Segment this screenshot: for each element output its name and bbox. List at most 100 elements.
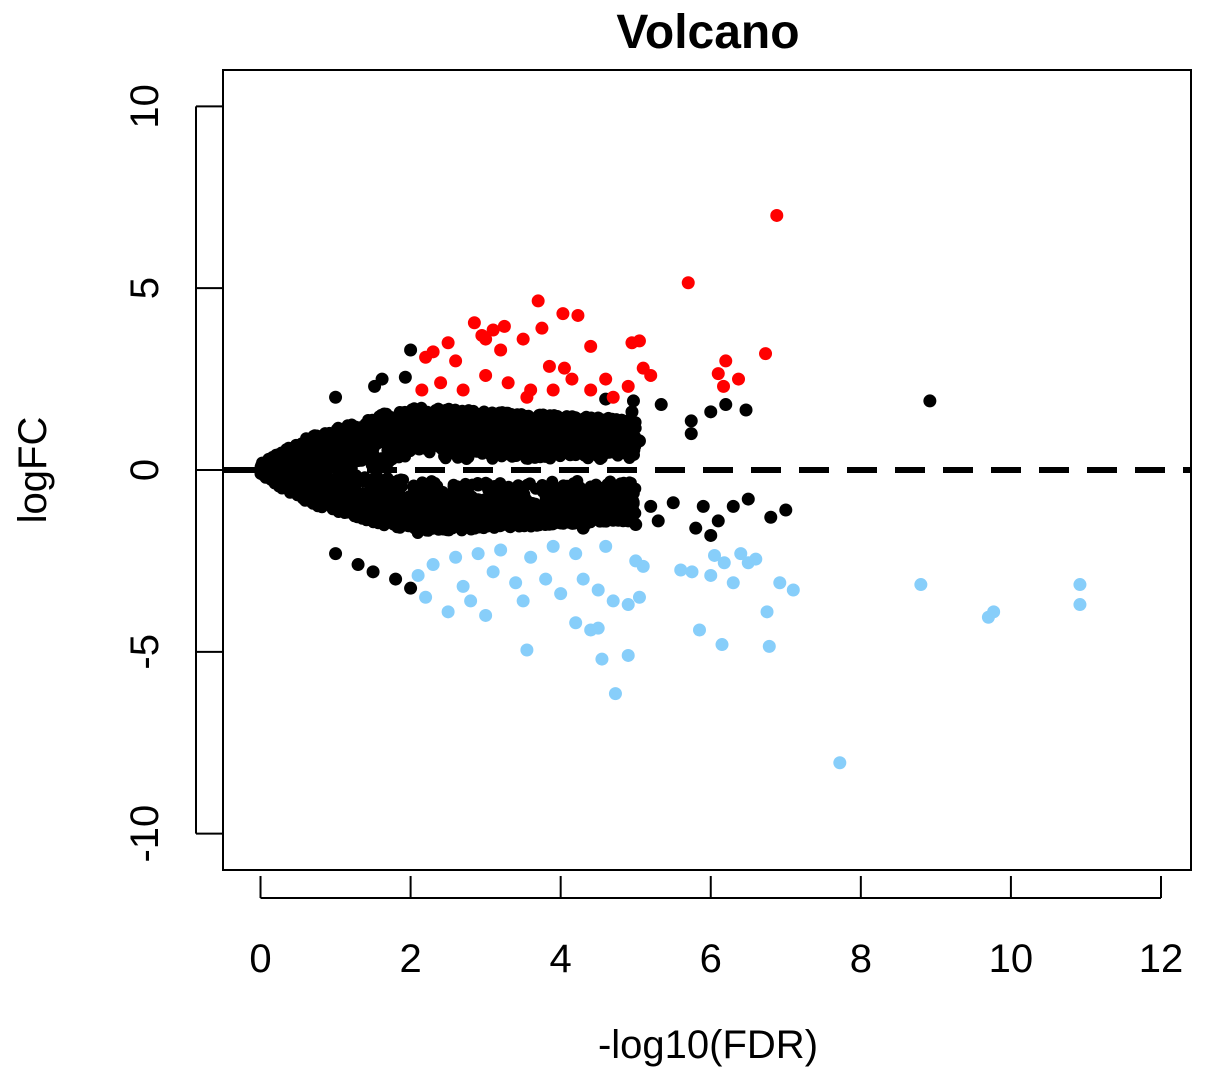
data-point xyxy=(711,367,725,381)
data-point xyxy=(516,332,530,346)
x-tick-label: 12 xyxy=(1139,937,1184,981)
data-point xyxy=(419,350,433,364)
data-point xyxy=(571,308,585,322)
data-point xyxy=(666,496,680,510)
data-point xyxy=(591,621,605,635)
data-point xyxy=(368,379,382,393)
points-layer xyxy=(329,208,1087,770)
data-point xyxy=(608,687,622,701)
data-point xyxy=(479,368,493,382)
data-point xyxy=(404,343,418,357)
data-point xyxy=(584,383,598,397)
data-point xyxy=(554,587,568,601)
x-tick-label: 6 xyxy=(700,937,722,981)
data-point xyxy=(366,565,380,579)
data-point xyxy=(593,430,607,444)
data-point xyxy=(923,394,937,408)
data-point xyxy=(546,383,560,397)
data-point xyxy=(681,276,695,290)
data-point xyxy=(464,594,478,608)
data-point xyxy=(719,354,733,368)
data-point xyxy=(426,558,440,572)
data-point xyxy=(456,579,470,593)
data-point xyxy=(762,639,776,653)
data-point xyxy=(411,568,425,582)
data-point xyxy=(749,552,763,566)
y-tick-label: 0 xyxy=(123,459,167,481)
data-point xyxy=(556,307,570,321)
data-point xyxy=(479,608,493,622)
data-point xyxy=(441,605,455,619)
y-tick-label: -10 xyxy=(123,805,167,863)
data-point xyxy=(569,547,583,561)
data-point xyxy=(516,594,530,608)
data-point xyxy=(759,347,773,361)
data-point xyxy=(715,638,729,652)
x-axis: 0 2 4 6 8 10 12 xyxy=(249,876,1183,981)
data-point xyxy=(651,514,665,528)
data-point xyxy=(542,359,556,373)
data-point xyxy=(708,548,722,562)
data-point xyxy=(599,539,613,553)
data-point xyxy=(632,334,646,348)
data-point xyxy=(760,605,774,619)
y-tick-label: 5 xyxy=(123,277,167,299)
data-point xyxy=(786,583,800,597)
data-point xyxy=(606,594,620,608)
data-point xyxy=(531,294,545,308)
data-point xyxy=(773,576,787,590)
data-point xyxy=(621,514,635,528)
plot-box xyxy=(222,69,1192,871)
x-tick-label: 8 xyxy=(850,937,872,981)
data-point xyxy=(509,576,523,590)
data-point xyxy=(486,565,500,579)
data-point xyxy=(398,370,412,384)
data-point xyxy=(520,643,534,657)
data-point xyxy=(576,572,590,586)
data-point xyxy=(606,390,620,404)
data-point xyxy=(734,547,748,561)
y-axis-label: logFC xyxy=(11,417,55,524)
data-point xyxy=(520,390,534,404)
data-point xyxy=(717,379,731,393)
series-0 xyxy=(329,343,937,595)
x-tick-label: 0 xyxy=(249,937,271,981)
data-point xyxy=(987,605,1001,619)
data-point xyxy=(456,383,470,397)
chart-title: Volcano xyxy=(616,6,799,59)
data-point xyxy=(608,418,622,432)
data-point xyxy=(629,554,643,568)
data-point xyxy=(711,514,725,528)
data-point xyxy=(726,499,740,513)
data-point xyxy=(494,543,508,557)
data-point xyxy=(591,583,605,597)
data-point xyxy=(621,379,635,393)
series-2 xyxy=(411,539,1087,770)
data-point xyxy=(486,323,500,337)
data-point xyxy=(584,339,598,353)
data-point xyxy=(389,572,403,586)
data-point xyxy=(546,539,560,553)
data-point xyxy=(565,372,579,386)
data-point xyxy=(404,581,418,595)
data-point xyxy=(674,563,688,577)
ns-point-cloud-shape xyxy=(254,401,642,539)
data-point xyxy=(719,398,733,412)
data-point xyxy=(441,336,455,350)
data-point xyxy=(1073,598,1087,612)
data-point xyxy=(770,208,784,222)
data-point xyxy=(494,343,508,357)
data-point xyxy=(717,556,731,570)
data-point xyxy=(621,648,635,662)
data-point xyxy=(741,492,755,506)
x-tick-label: 10 xyxy=(989,937,1034,981)
data-point xyxy=(632,434,646,448)
data-point xyxy=(779,503,793,517)
data-point xyxy=(467,316,481,330)
x-axis-label: -log10(FDR) xyxy=(598,1023,818,1067)
data-point xyxy=(704,528,718,542)
series-1 xyxy=(415,208,784,404)
data-point xyxy=(329,547,343,561)
data-point xyxy=(764,510,778,524)
